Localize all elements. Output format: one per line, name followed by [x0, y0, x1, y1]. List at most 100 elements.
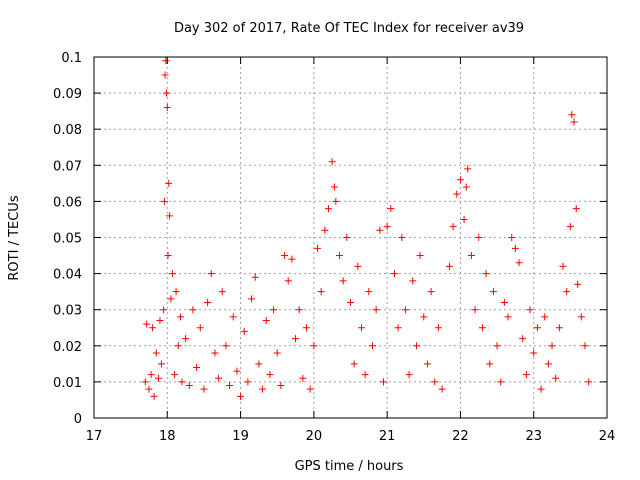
data-point [572, 205, 580, 213]
data-point [464, 165, 472, 173]
data-point [412, 342, 420, 350]
data-point [161, 71, 169, 79]
data-point [431, 378, 439, 386]
data-point [500, 298, 508, 306]
data-point [434, 324, 442, 332]
data-point [361, 371, 369, 379]
x-tick-label: 17 [86, 429, 103, 444]
data-point [157, 360, 165, 368]
data-point [156, 317, 164, 325]
y-tick-label: 0.1 [61, 51, 82, 66]
data-point [467, 252, 475, 260]
data-point [383, 223, 391, 231]
data-point [486, 360, 494, 368]
data-point [196, 324, 204, 332]
data-point [193, 363, 201, 371]
data-point [163, 104, 171, 112]
data-point [277, 382, 285, 390]
data-point [508, 234, 516, 241]
data-point [394, 324, 402, 332]
x-axis-label: GPS time / hours [295, 459, 404, 474]
x-tick-label: 24 [599, 429, 616, 444]
data-point [533, 324, 541, 332]
data-point [489, 288, 497, 296]
data-point [259, 385, 267, 393]
y-tick-label: 0.03 [53, 304, 82, 319]
data-point [240, 327, 248, 335]
data-point [445, 262, 453, 270]
data-point [475, 234, 483, 241]
data-point [365, 288, 373, 296]
data-point [248, 295, 256, 303]
data-point [368, 342, 376, 350]
y-axis-label: ROTI / TECUs [7, 195, 22, 280]
data-point [423, 360, 431, 368]
data-point [354, 262, 362, 270]
axis-ticks: 17 18 19 20 21 22 23 24 0 0.01 0.02 0.03 0.04 0.05 0.0… [53, 51, 615, 444]
data-point [559, 262, 567, 270]
y-tick-label: 0 [74, 412, 82, 427]
data-point [453, 190, 461, 198]
data-point [255, 360, 263, 368]
data-point [218, 288, 226, 296]
x-tick-label: 20 [306, 429, 323, 444]
data-point [427, 288, 435, 296]
data-point [438, 385, 446, 393]
data-point [544, 360, 552, 368]
data-point [372, 306, 380, 314]
x-tick-label: 22 [452, 429, 469, 444]
data-point [328, 158, 336, 166]
data-point [570, 118, 578, 126]
data-point [147, 371, 155, 379]
data-point [266, 371, 274, 379]
data-point [150, 392, 158, 400]
data-point [163, 89, 171, 97]
x-tick-label: 23 [525, 429, 542, 444]
data-point [482, 270, 490, 278]
data-point [149, 324, 157, 332]
data-point [281, 252, 289, 260]
data-point [563, 288, 571, 296]
data-point [215, 374, 223, 382]
data-point [262, 317, 270, 325]
data-point [164, 252, 172, 260]
data-point [493, 342, 501, 350]
data-point [478, 324, 486, 332]
y-tick-label: 0.06 [53, 195, 82, 210]
data-point [176, 313, 184, 321]
data-point [200, 385, 208, 393]
data-point [182, 335, 190, 343]
data-point [143, 320, 151, 328]
data-point [310, 342, 318, 350]
data-point [515, 259, 523, 267]
data-point [526, 306, 534, 314]
data-point [511, 244, 519, 252]
data-point [568, 111, 576, 119]
data-point [552, 374, 560, 382]
data-point [336, 252, 344, 260]
data-point [251, 273, 259, 281]
data-point [379, 378, 387, 386]
data-point [585, 378, 593, 386]
x-tick-label: 19 [232, 429, 249, 444]
y-tick-label: 0.01 [53, 376, 82, 391]
chart-title: Day 302 of 2017, Rate Of TEC Index for r… [174, 21, 524, 36]
y-tick-label: 0.07 [53, 159, 82, 174]
data-point [504, 313, 512, 321]
data-point [577, 313, 585, 321]
x-tick-label: 21 [379, 429, 396, 444]
x-tick-label: 18 [159, 429, 176, 444]
data-point [178, 378, 186, 386]
data-point [226, 382, 234, 390]
data-point [574, 280, 582, 288]
data-point [460, 215, 468, 223]
data-point [321, 226, 329, 234]
data-point [172, 288, 180, 296]
data-point [292, 335, 300, 343]
data-point [189, 306, 197, 314]
data-point [449, 223, 457, 231]
data-point [541, 313, 549, 321]
data-point [152, 349, 160, 357]
data-point [233, 367, 241, 375]
